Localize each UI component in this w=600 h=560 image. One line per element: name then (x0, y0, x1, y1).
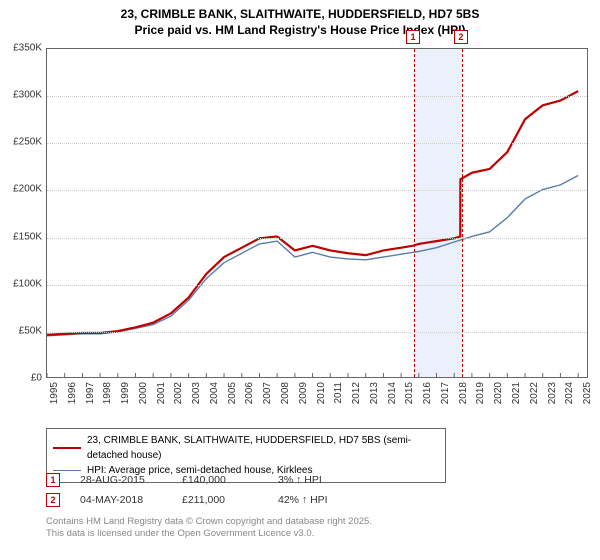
gridline (47, 285, 587, 286)
gridline (47, 143, 587, 144)
footer-line-2: This data is licensed under the Open Gov… (46, 528, 372, 540)
title-line-2: Price paid vs. HM Land Registry's House … (10, 22, 590, 38)
transaction-table: 1 28-AUG-2015 £140,000 3% ↑ HPI 2 04-MAY-2018… (46, 470, 566, 510)
y-tick-label: £350K (0, 43, 42, 54)
series-line-hpi (47, 176, 578, 336)
marker-dash (462, 49, 463, 377)
transaction-pct: 42% ↑ HPI (278, 494, 388, 506)
gridline (47, 238, 587, 239)
y-tick-label: £300K (0, 90, 42, 101)
marker-dash (414, 49, 415, 377)
x-axis-ticks: 1995199619971998199920002001200220032004… (46, 380, 588, 416)
y-tick-label: £0 (0, 373, 42, 384)
transaction-row-2: 2 04-MAY-2018 £211,000 42% ↑ HPI (46, 490, 566, 510)
marker-label-1: 1 (406, 30, 420, 44)
transaction-date: 28-AUG-2015 (66, 474, 176, 486)
y-tick-label: £200K (0, 184, 42, 195)
x-tick-label: 2025 (582, 382, 600, 404)
title-line-1: 23, CRIMBLE BANK, SLAITHWAITE, HUDDERSFI… (10, 6, 590, 22)
series-line-price_paid (47, 91, 578, 335)
footer-attribution: Contains HM Land Registry data © Crown c… (46, 516, 372, 541)
transaction-marker: 1 (46, 473, 60, 487)
marker-label-2: 2 (454, 30, 468, 44)
transaction-marker: 2 (46, 493, 60, 507)
legend-swatch (53, 447, 81, 449)
gridline (47, 190, 587, 191)
legend-item-price_paid: 23, CRIMBLE BANK, SLAITHWAITE, HUDDERSFI… (53, 433, 439, 463)
chart-svg (47, 49, 587, 377)
chart-title: 23, CRIMBLE BANK, SLAITHWAITE, HUDDERSFI… (0, 0, 600, 42)
y-tick-label: £100K (0, 278, 42, 289)
y-tick-label: £150K (0, 231, 42, 242)
gridline (47, 332, 587, 333)
transaction-date: 04-MAY-2018 (66, 494, 176, 506)
gridline (47, 96, 587, 97)
transaction-price: £140,000 (182, 474, 272, 486)
transaction-pct: 3% ↑ HPI (278, 474, 388, 486)
transaction-price: £211,000 (182, 494, 272, 506)
y-tick-label: £50K (0, 325, 42, 336)
legend-label: 23, CRIMBLE BANK, SLAITHWAITE, HUDDERSFI… (87, 433, 439, 463)
footer-line-1: Contains HM Land Registry data © Crown c… (46, 516, 372, 528)
y-tick-label: £250K (0, 137, 42, 148)
transaction-row-1: 1 28-AUG-2015 £140,000 3% ↑ HPI (46, 470, 566, 490)
plot-area (46, 48, 588, 378)
chart-container: £0 £50K £100K £150K £200K £250K £300K £350K 199… (0, 40, 600, 420)
